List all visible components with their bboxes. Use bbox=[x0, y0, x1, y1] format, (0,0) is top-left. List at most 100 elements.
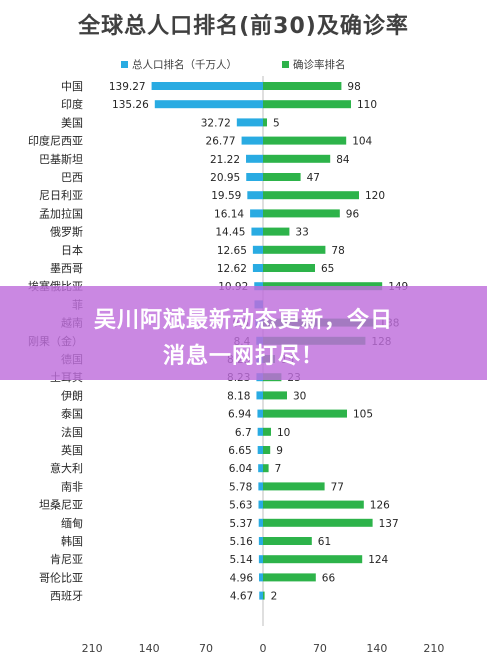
population-value-label: 14.45 bbox=[215, 227, 245, 239]
headline-banner: 吴川阿斌最新动态更新，今日 消息一网打尽！ bbox=[0, 286, 487, 380]
x-tick-label: 140 bbox=[139, 642, 160, 655]
population-bar bbox=[250, 209, 263, 218]
confirmed-bar bbox=[263, 136, 347, 145]
confirmed-bar bbox=[263, 555, 363, 564]
confirmed-value-label: 30 bbox=[293, 390, 306, 402]
population-bar bbox=[247, 191, 263, 200]
population-bar bbox=[259, 573, 263, 582]
confirmed-bar bbox=[263, 118, 267, 127]
x-tick-label: 210 bbox=[82, 642, 103, 655]
confirmed-value-label: 47 bbox=[307, 172, 320, 184]
confirmed-value-label: 7 bbox=[275, 463, 282, 475]
category-label: 意大利 bbox=[50, 461, 83, 475]
category-label: 泰国 bbox=[61, 407, 83, 421]
confirmed-bar bbox=[263, 591, 265, 600]
population-value-label: 16.14 bbox=[214, 208, 244, 220]
category-label: 中国 bbox=[61, 80, 83, 93]
confirmed-bar bbox=[263, 191, 359, 200]
confirmed-value-label: 120 bbox=[365, 190, 385, 202]
legend-label-confirmed: 确诊率排名 bbox=[293, 58, 346, 71]
confirmed-value-label: 2 bbox=[271, 591, 278, 603]
category-label: 印度尼西亚 bbox=[28, 134, 83, 148]
population-bar bbox=[257, 427, 263, 436]
confirmed-value-label: 126 bbox=[370, 500, 390, 512]
population-bar bbox=[246, 154, 263, 163]
confirmed-value-label: 124 bbox=[368, 554, 388, 566]
population-bar bbox=[259, 591, 263, 600]
legend-swatch-confirmed bbox=[282, 61, 289, 68]
x-tick-label: 140 bbox=[366, 642, 387, 655]
population-value-label: 20.95 bbox=[210, 172, 240, 184]
population-bar bbox=[258, 537, 263, 545]
population-bar bbox=[236, 118, 263, 127]
category-label: 印度 bbox=[61, 97, 83, 111]
confirmed-value-label: 78 bbox=[331, 245, 344, 257]
confirmed-value-label: 65 bbox=[321, 263, 334, 275]
confirmed-value-label: 5 bbox=[273, 117, 280, 129]
confirmed-bar bbox=[263, 154, 331, 163]
population-value-label: 26.77 bbox=[206, 136, 236, 148]
population-bar bbox=[258, 500, 263, 509]
population-value-label: 8.18 bbox=[227, 390, 250, 402]
population-value-label: 6.94 bbox=[228, 409, 252, 421]
confirmed-value-label: 84 bbox=[336, 154, 350, 166]
population-bar bbox=[257, 409, 263, 418]
population-value-label: 6.65 bbox=[228, 445, 251, 457]
confirmed-value-label: 110 bbox=[357, 99, 377, 111]
confirmed-bar bbox=[263, 464, 269, 473]
category-label: 韩国 bbox=[61, 534, 83, 548]
category-label: 英国 bbox=[61, 443, 83, 457]
population-bar bbox=[258, 555, 263, 564]
confirmed-bar bbox=[263, 573, 316, 582]
category-label: 坦桑尼亚 bbox=[39, 498, 83, 512]
confirmed-bar bbox=[263, 245, 326, 254]
population-value-label: 21.22 bbox=[210, 154, 240, 166]
population-value-label: 12.65 bbox=[217, 245, 247, 257]
population-bar bbox=[252, 264, 263, 272]
confirmed-value-label: 10 bbox=[277, 427, 290, 439]
confirmed-value-label: 96 bbox=[346, 208, 360, 220]
confirmed-bar bbox=[263, 518, 373, 527]
confirmed-value-label: 98 bbox=[347, 81, 360, 93]
confirmed-value-label: 9 bbox=[276, 445, 283, 457]
category-label: 美国 bbox=[61, 116, 83, 129]
category-label: 巴基斯坦 bbox=[39, 152, 83, 166]
category-label: 法国 bbox=[61, 425, 83, 439]
population-value-label: 4.67 bbox=[230, 591, 253, 603]
x-tick-label: 70 bbox=[199, 642, 213, 655]
x-tick-label: 210 bbox=[423, 642, 444, 655]
population-value-label: 5.78 bbox=[229, 481, 252, 493]
category-label: 孟加拉国 bbox=[39, 206, 83, 220]
population-bar bbox=[256, 391, 263, 400]
headline-line-2: 消息一网打尽！ bbox=[162, 344, 324, 369]
x-tick-label: 0 bbox=[260, 642, 267, 655]
confirmed-bar bbox=[263, 391, 287, 400]
category-label: 哥伦比亚 bbox=[39, 570, 83, 584]
category-label: 巴西 bbox=[61, 171, 83, 184]
confirmed-bar bbox=[263, 82, 342, 90]
population-bar bbox=[154, 100, 263, 109]
population-value-label: 5.14 bbox=[229, 554, 253, 566]
population-bar bbox=[257, 446, 263, 454]
population-bar bbox=[258, 482, 263, 491]
population-value-label: 12.62 bbox=[217, 263, 247, 275]
population-bar bbox=[246, 173, 263, 181]
population-value-label: 5.37 bbox=[229, 518, 252, 530]
confirmed-bar bbox=[263, 409, 347, 418]
category-label: 南非 bbox=[61, 480, 83, 493]
legend-label-population: 总人口排名（千万人） bbox=[132, 58, 237, 71]
category-label: 西班牙 bbox=[50, 590, 83, 603]
category-label: 俄罗斯 bbox=[50, 226, 83, 239]
category-label: 肯尼亚 bbox=[50, 553, 83, 566]
confirmed-value-label: 61 bbox=[318, 536, 331, 548]
population-value-label: 5.63 bbox=[229, 500, 252, 512]
confirmed-bar bbox=[263, 227, 290, 236]
confirmed-bar bbox=[263, 427, 271, 436]
category-label: 缅甸 bbox=[61, 516, 83, 530]
population-value-label: 6.04 bbox=[229, 463, 253, 475]
population-bar bbox=[252, 245, 263, 254]
legend-swatch-population bbox=[121, 61, 128, 68]
population-value-label: 32.72 bbox=[201, 117, 231, 129]
